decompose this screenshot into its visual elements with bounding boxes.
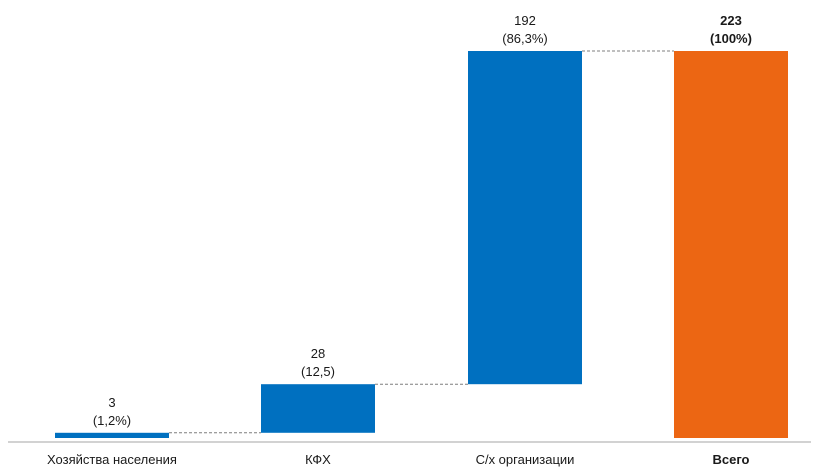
share-label: (100%)	[710, 31, 752, 46]
bar-0	[55, 432, 169, 438]
value-label: 223	[720, 13, 742, 28]
data-labels: 3 (1,2%) 28 (12,5) 192 (86,3%) 223 (100%)	[93, 13, 752, 428]
category-label: Хозяйства населения	[47, 452, 177, 467]
bar-total	[674, 51, 788, 438]
share-label: (12,5)	[301, 364, 335, 379]
category-label: КФХ	[305, 452, 331, 467]
bar-1	[261, 384, 375, 433]
share-label: (86,3%)	[502, 31, 548, 46]
value-label: 192	[514, 13, 536, 28]
bars	[55, 51, 788, 438]
connector-lines	[169, 50, 674, 434]
value-label: 28	[311, 346, 325, 361]
share-label: (1,2%)	[93, 413, 131, 428]
value-label: 3	[108, 395, 115, 410]
category-label: С/х организации	[476, 452, 575, 467]
category-label: Всего	[712, 452, 749, 467]
bar-2	[468, 51, 582, 385]
x-axis-labels: Хозяйства населения КФХ С/х организации Все…	[47, 452, 750, 467]
